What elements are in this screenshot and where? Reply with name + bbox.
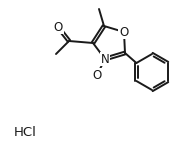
- Text: O: O: [92, 69, 102, 82]
- Text: O: O: [53, 21, 63, 33]
- Text: HCl: HCl: [14, 126, 37, 139]
- Text: N: N: [101, 53, 109, 66]
- Text: O: O: [119, 25, 129, 38]
